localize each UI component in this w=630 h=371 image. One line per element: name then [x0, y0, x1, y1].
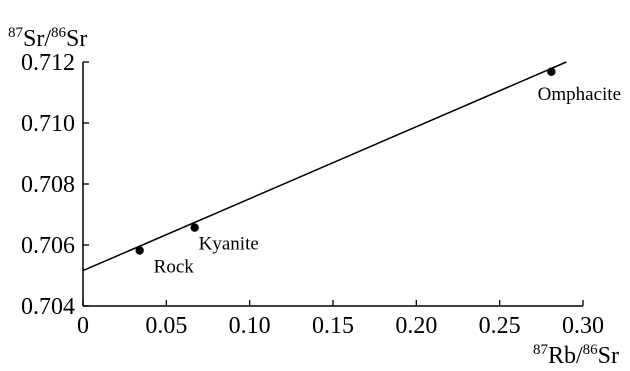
y-tick-label: 0.704: [21, 294, 75, 320]
data-label-omphacite: Omphacite: [538, 84, 621, 105]
svg-text:87Sr/86Sr: 87Sr/86Sr: [8, 25, 87, 52]
x-axis-title: 87Rb/86Sr: [533, 342, 619, 369]
y-axis-title: 87Sr/86Sr: [8, 25, 87, 52]
data-label-rock: Rock: [154, 256, 195, 277]
y-axis-title-text2: Sr: [66, 26, 87, 52]
x-tick-label: 0.15: [312, 313, 354, 339]
x-tick-label: 0.30: [562, 313, 604, 339]
y-axis-title-text1: Sr/: [23, 26, 51, 52]
y-tick-label: 0.706: [21, 233, 75, 259]
x-tick-label: 0.25: [479, 313, 521, 339]
data-label-kyanite: Kyanite: [199, 234, 259, 255]
x-tick-label: 0: [77, 313, 89, 339]
data-point-kyanite: [190, 223, 199, 232]
y-tick-label: 0.710: [21, 111, 75, 137]
isochron-fit-line: [82, 61, 567, 272]
y-axis-title-sup1: 87: [8, 25, 24, 41]
x-axis-title-sup2: 86: [583, 342, 599, 358]
y-tick-label: 0.712: [21, 50, 75, 76]
x-axis-title-sup1: 87: [533, 342, 549, 358]
y-tick-label: 0.708: [21, 172, 75, 198]
x-tick-label: 0.10: [229, 313, 271, 339]
data-point-rock: [135, 246, 144, 255]
x-tick-label: 0.20: [395, 313, 437, 339]
y-axis-title-sup2: 86: [51, 25, 67, 41]
x-tick-label: 0.05: [145, 313, 187, 339]
data-point-omphacite: [547, 67, 556, 76]
svg-text:87Rb/86Sr: 87Rb/86Sr: [533, 342, 619, 369]
x-axis-title-text1: Rb/: [548, 343, 583, 369]
x-axis-title-text2: Sr: [598, 343, 619, 369]
